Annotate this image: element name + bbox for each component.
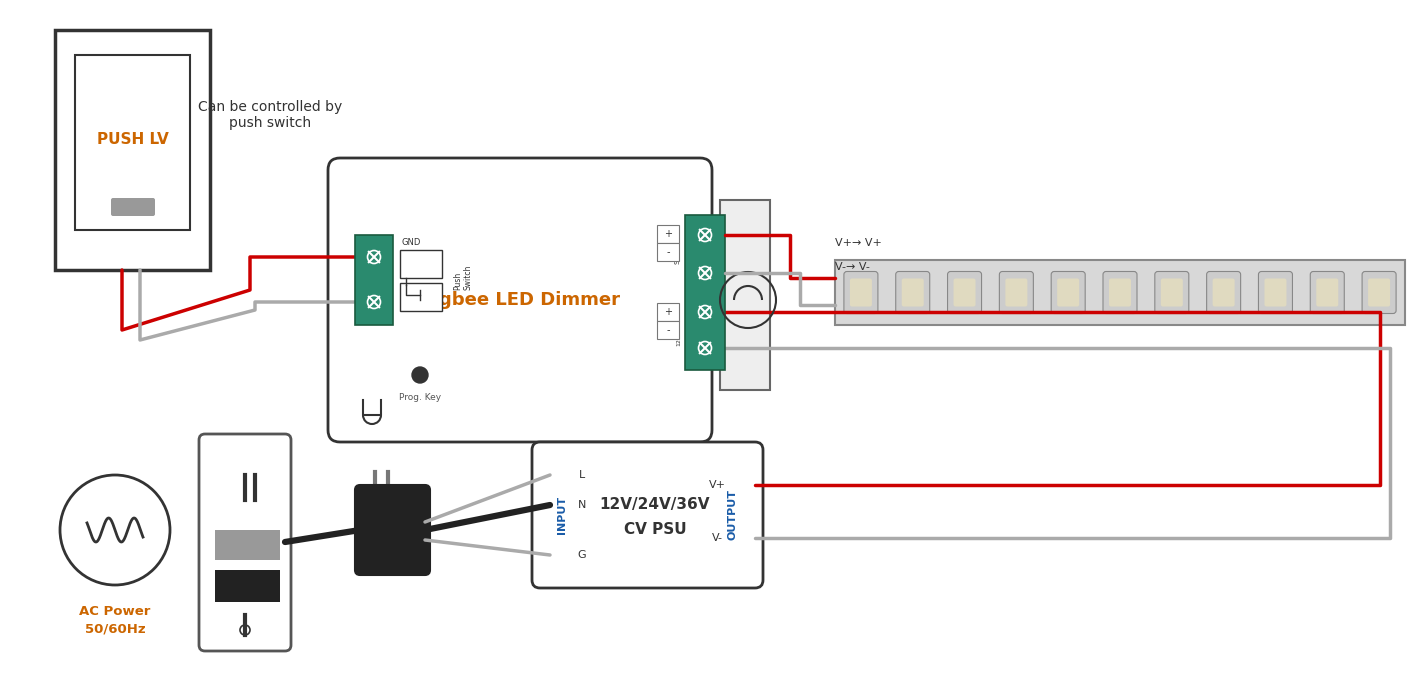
Text: +: +	[665, 307, 672, 317]
FancyBboxPatch shape	[1005, 278, 1027, 306]
FancyBboxPatch shape	[401, 283, 442, 311]
FancyBboxPatch shape	[850, 278, 871, 306]
Text: 50/60Hz: 50/60Hz	[84, 622, 145, 635]
FancyBboxPatch shape	[1259, 271, 1292, 313]
FancyBboxPatch shape	[954, 278, 975, 306]
FancyBboxPatch shape	[1316, 278, 1338, 306]
Text: GND: GND	[402, 238, 421, 247]
FancyBboxPatch shape	[657, 303, 679, 321]
Text: 12V/24V/36V: 12V/24V/36V	[600, 498, 710, 512]
FancyBboxPatch shape	[836, 260, 1405, 325]
Text: OUTPUT: OUTPUT	[729, 489, 739, 540]
Text: -: -	[666, 247, 670, 257]
Text: SEC 1: SEC 1	[674, 244, 682, 264]
Text: PUSH LV: PUSH LV	[97, 133, 168, 147]
FancyBboxPatch shape	[1102, 271, 1137, 313]
FancyBboxPatch shape	[1161, 278, 1182, 306]
FancyBboxPatch shape	[1362, 271, 1396, 313]
FancyBboxPatch shape	[56, 30, 210, 270]
FancyBboxPatch shape	[1206, 271, 1241, 313]
FancyBboxPatch shape	[896, 271, 930, 313]
Text: AC Power: AC Power	[80, 605, 151, 618]
FancyBboxPatch shape	[1109, 278, 1131, 306]
Text: Push
Switch: Push Switch	[453, 264, 472, 289]
FancyBboxPatch shape	[1000, 271, 1034, 313]
FancyBboxPatch shape	[215, 570, 279, 602]
FancyBboxPatch shape	[355, 235, 394, 325]
FancyBboxPatch shape	[76, 55, 190, 230]
Text: +: +	[665, 229, 672, 239]
FancyBboxPatch shape	[1212, 278, 1235, 306]
FancyBboxPatch shape	[215, 530, 279, 560]
FancyBboxPatch shape	[947, 271, 981, 313]
FancyBboxPatch shape	[1368, 278, 1390, 306]
FancyBboxPatch shape	[844, 271, 878, 313]
FancyBboxPatch shape	[111, 198, 155, 216]
FancyBboxPatch shape	[657, 321, 679, 339]
FancyBboxPatch shape	[401, 250, 442, 278]
FancyBboxPatch shape	[532, 442, 763, 588]
FancyBboxPatch shape	[684, 215, 724, 370]
Circle shape	[412, 367, 428, 383]
Text: G: G	[578, 550, 586, 560]
Text: V-→ V-: V-→ V-	[836, 262, 870, 272]
FancyBboxPatch shape	[901, 278, 924, 306]
FancyBboxPatch shape	[720, 200, 770, 390]
FancyBboxPatch shape	[657, 225, 679, 243]
Text: V+→ V+: V+→ V+	[836, 238, 881, 248]
FancyBboxPatch shape	[328, 158, 712, 442]
Text: N: N	[578, 500, 586, 510]
FancyBboxPatch shape	[1057, 278, 1079, 306]
FancyBboxPatch shape	[1310, 271, 1345, 313]
FancyBboxPatch shape	[1051, 271, 1085, 313]
Text: INPUT
12-36VDC: INPUT 12-36VDC	[670, 315, 682, 346]
FancyBboxPatch shape	[200, 434, 291, 651]
Text: Can be controlled by
push switch: Can be controlled by push switch	[198, 100, 342, 130]
Text: V-: V-	[712, 533, 723, 543]
FancyBboxPatch shape	[657, 243, 679, 261]
Text: L: L	[579, 470, 585, 480]
Text: V+: V+	[709, 480, 726, 490]
FancyBboxPatch shape	[1265, 278, 1286, 306]
Text: -: -	[666, 325, 670, 335]
Text: CV PSU: CV PSU	[623, 522, 686, 538]
Text: Prog. Key: Prog. Key	[399, 393, 441, 402]
FancyBboxPatch shape	[1155, 271, 1189, 313]
Text: Zigbee LED Dimmer: Zigbee LED Dimmer	[421, 291, 620, 309]
FancyBboxPatch shape	[355, 485, 431, 575]
Text: INPUT: INPUT	[558, 496, 568, 534]
